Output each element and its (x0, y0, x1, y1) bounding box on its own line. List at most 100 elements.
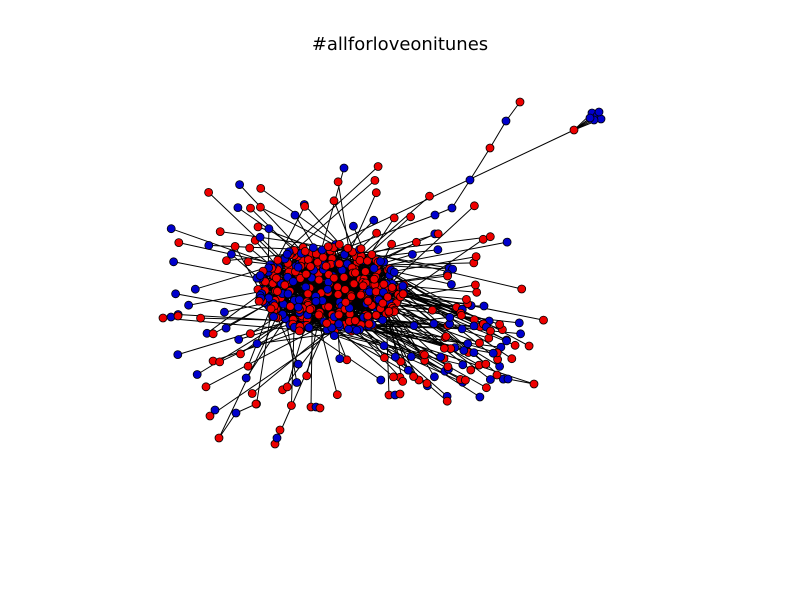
graph-node-red (569, 125, 579, 135)
graph-node-blue (290, 210, 300, 220)
graph-node-red (334, 310, 344, 320)
graph-node-blue (288, 277, 298, 287)
graph-node-red (481, 383, 491, 393)
graph-node-red (208, 329, 218, 339)
graph-node-red (303, 289, 313, 299)
graph-node-blue (429, 319, 439, 329)
graph-node-blue (255, 232, 265, 242)
graph-node-red (363, 256, 372, 266)
graph-node-red (255, 202, 265, 212)
graph-node-red (315, 403, 325, 413)
graph-edge (386, 311, 404, 382)
graph-node-red (406, 212, 416, 222)
graph-node-red (300, 246, 310, 256)
graph-node-blue (429, 372, 439, 382)
graph-node-blue (184, 300, 194, 310)
graph-node-red (271, 273, 281, 283)
graph-node-red (243, 361, 253, 371)
graph-node-red (425, 191, 434, 201)
graph-node-red (306, 262, 315, 272)
graph-node-blue (344, 324, 354, 334)
graph-node-blue (458, 360, 468, 370)
graph-node-red (329, 196, 339, 206)
graph-node-blue (445, 312, 455, 322)
edge-layer (162, 101, 602, 445)
graph-node-blue (171, 289, 181, 299)
graph-node-red (515, 97, 525, 107)
graph-node-red (529, 379, 539, 389)
graph-node-red (524, 341, 534, 351)
graph-node-red (314, 275, 324, 285)
graph-node-red (324, 302, 334, 312)
graph-node-red (364, 319, 374, 329)
graph-node-red (243, 257, 253, 267)
graph-node-blue (234, 335, 244, 344)
graph-node-red (378, 298, 388, 308)
graph-node-blue (241, 373, 251, 383)
graph-node-blue (409, 321, 419, 331)
graph-node-blue (292, 378, 302, 387)
graph-node-blue (585, 113, 595, 123)
graph-node-blue (192, 370, 202, 379)
graph-node-blue (282, 249, 292, 259)
graph-node-red (461, 294, 471, 304)
graph-node-blue (459, 346, 469, 355)
graph-node-blue (463, 339, 473, 349)
graph-node-blue (226, 249, 236, 259)
graph-node-red (275, 425, 285, 435)
graph-node-red (323, 242, 333, 252)
graph-node-red (254, 296, 264, 306)
graph-node-blue (204, 240, 214, 250)
graph-node-blue (503, 374, 513, 384)
graph-node-red (441, 332, 451, 341)
graph-edge (308, 236, 491, 261)
graph-node-red (411, 237, 421, 247)
graph-node-red (456, 310, 466, 320)
graph-node-red (470, 280, 480, 290)
graph-node-red (371, 287, 381, 297)
graph-node-red (222, 256, 231, 266)
graph-node-red (256, 183, 266, 193)
graph-node-red (356, 290, 366, 300)
graph-node-red (346, 292, 356, 302)
graph-node-red (379, 353, 389, 363)
graph-node-red (332, 390, 342, 400)
graph-edge (173, 261, 257, 279)
graph-node-red (495, 319, 505, 329)
graph-node-red (350, 268, 360, 278)
graph-node-blue (352, 325, 362, 335)
graph-node-blue (235, 180, 245, 190)
graph-node-blue (166, 224, 176, 234)
graph-node-red (333, 290, 343, 299)
graph-node-blue (469, 348, 479, 358)
graph-node-blue (252, 339, 262, 349)
graph-node-red (251, 399, 261, 409)
graph-node-red (333, 282, 343, 292)
graph-edge (367, 315, 498, 354)
graph-edge (260, 187, 405, 294)
graph-edge (218, 412, 237, 439)
graph-node-red (174, 238, 184, 248)
graph-node-red (363, 311, 373, 321)
graph-edge (489, 120, 507, 149)
graph-node-red (334, 239, 344, 249)
graph-node-red (273, 255, 283, 265)
graph-node-red (196, 313, 206, 323)
graph-node-blue (514, 318, 524, 328)
graph-node-red (396, 357, 406, 367)
graph-node-blue (376, 375, 386, 385)
graph-node-red (214, 433, 224, 443)
graph-node-red (420, 350, 429, 360)
graph-edge (209, 330, 335, 417)
graph-node-red (158, 313, 168, 323)
graph-node-red (422, 378, 432, 388)
graph-node-blue (502, 336, 511, 346)
graph-node-blue (398, 281, 408, 291)
graph-node-red (486, 326, 495, 336)
graph-node-red (358, 281, 368, 291)
graph-node-red (471, 252, 481, 262)
graph-node-red (305, 305, 315, 314)
graph-node-red (230, 241, 240, 251)
graph-node-red (443, 362, 453, 372)
graph-node-red (443, 271, 453, 281)
